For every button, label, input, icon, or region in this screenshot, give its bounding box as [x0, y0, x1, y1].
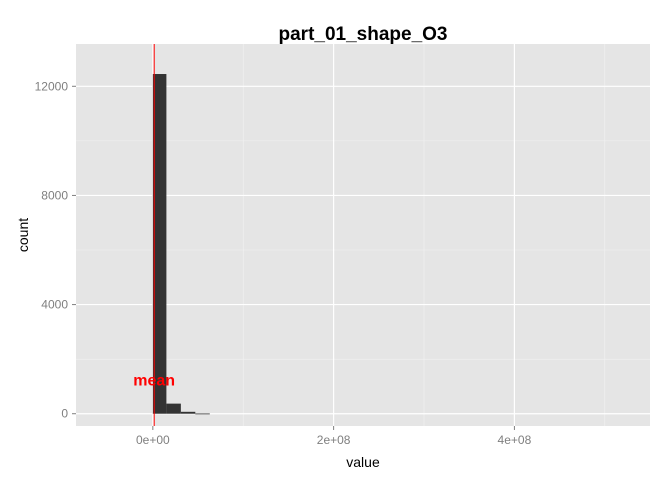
y-tick-label: 12000 — [35, 79, 69, 93]
x-tick-label: 0e+00 — [136, 433, 170, 447]
y-tick-label: 0 — [61, 407, 68, 421]
plot-panel — [76, 44, 650, 426]
y-tick-label: 8000 — [41, 188, 68, 202]
x-tick-label: 4e+08 — [498, 433, 532, 447]
x-tick-label: 2e+08 — [317, 433, 351, 447]
x-axis-label: value — [346, 454, 380, 470]
x-axis-ticks: 0e+00 2e+08 4e+08 — [136, 426, 532, 447]
mean-label: mean — [133, 373, 175, 390]
y-axis-label: count — [15, 218, 31, 252]
y-tick-label: 4000 — [41, 298, 68, 312]
mean-annotation: mean — [133, 44, 175, 426]
chart-title: part_01_shape_O3 — [279, 24, 448, 45]
histogram-bar — [180, 411, 196, 414]
histogram-bars — [152, 74, 210, 415]
histogram-bar — [152, 74, 167, 414]
histogram-bar — [195, 413, 210, 415]
histogram-bar — [166, 403, 181, 414]
minor-gridlines — [76, 44, 650, 426]
y-axis-ticks: 0 4000 8000 12000 — [35, 79, 76, 421]
